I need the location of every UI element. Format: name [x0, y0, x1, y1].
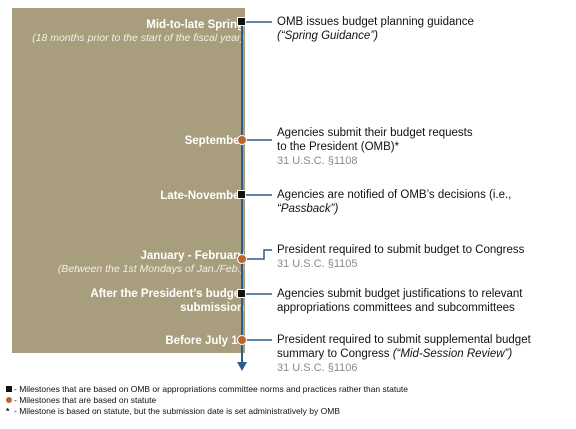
period-label: September: [184, 135, 244, 147]
norm-marker-square-icon: [237, 190, 246, 199]
period-sublabel: (18 months prior to the start of the fis…: [32, 32, 244, 44]
circle-marker-icon: [6, 397, 12, 403]
period-label: Mid-to-late Spring: [146, 19, 244, 31]
milestone-text-emphasis: “Passback”): [277, 203, 339, 215]
milestone-agency-requests: Agencies submit their budget requests to…: [277, 126, 482, 168]
period-label: Before July 16: [165, 335, 244, 347]
legend-label: - Milestones that are based on statute: [14, 395, 157, 405]
period-label: After the President’s budget submission: [90, 288, 244, 314]
timeline-panel: Mid-to-late Spring (18 months prior to t…: [12, 8, 245, 353]
period-january-february: January - February (Between the 1st Mond…: [24, 249, 244, 276]
legend-row-statute: - Milestones that are based on statute: [6, 395, 566, 406]
period-after-submission: After the President’s budget submission: [24, 287, 244, 315]
milestone-budget-justifications: Agencies submit budget justifications to…: [277, 287, 542, 315]
milestone-mid-session-review: President required to submit supplementa…: [277, 333, 567, 375]
period-late-november: Late-November: [24, 189, 244, 203]
milestone-text: Agencies submit budget justifications to…: [277, 288, 523, 314]
milestone-passback: Agencies are notified of OMB’s decisions…: [277, 188, 542, 216]
milestone-text: President required to submit budget to C…: [277, 244, 525, 256]
milestone-citation: 31 U.S.C. §1108: [277, 155, 358, 167]
milestone-text: Agencies submit their budget requests to…: [277, 127, 473, 153]
timeline-arrowhead: [237, 362, 247, 371]
milestone-text: Agencies are notified of OMB’s decisions…: [277, 189, 512, 201]
norm-marker-square-icon: [237, 289, 246, 298]
connector-january-february: [242, 249, 272, 260]
milestone-text-emphasis: (“Mid-Session Review”): [392, 348, 513, 360]
legend-label: - Milestone is based on statute, but the…: [14, 406, 340, 416]
legend-row-norms: - Milestones that are based on OMB or ap…: [6, 384, 566, 395]
milestone-text: President required to submit supplementa…: [277, 334, 531, 360]
statute-marker-circle-icon: [237, 254, 247, 264]
norm-marker-square-icon: [237, 17, 246, 26]
square-marker-icon: [6, 386, 12, 392]
period-september: September: [24, 134, 244, 148]
milestone-text: OMB issues budget planning guidance: [277, 16, 474, 28]
milestone-text-emphasis: (“Spring Guidance”): [277, 30, 378, 42]
milestone-president-budget: President required to submit budget to C…: [277, 243, 567, 271]
period-label: January - February: [140, 250, 244, 262]
statute-marker-circle-icon: [237, 135, 247, 145]
milestone-citation: 31 U.S.C. §1106: [277, 362, 358, 374]
asterisk-icon: *: [6, 406, 10, 416]
period-sublabel: (Between the 1st Mondays of Jan./Feb.): [57, 263, 244, 275]
period-before-july: Before July 16: [24, 334, 244, 348]
period-spring: Mid-to-late Spring (18 months prior to t…: [24, 18, 244, 45]
legend-row-asterisk: * - Milestone is based on statute, but t…: [6, 406, 566, 417]
period-label: Late-November: [160, 190, 244, 202]
legend-label: - Milestones that are based on OMB or ap…: [14, 384, 409, 394]
legend: - Milestones that are based on OMB or ap…: [6, 384, 566, 417]
milestone-citation: 31 U.S.C. §1105: [277, 258, 358, 270]
milestone-spring-guidance: OMB issues budget planning guidance (“Sp…: [277, 15, 507, 43]
statute-marker-circle-icon: [237, 335, 247, 345]
